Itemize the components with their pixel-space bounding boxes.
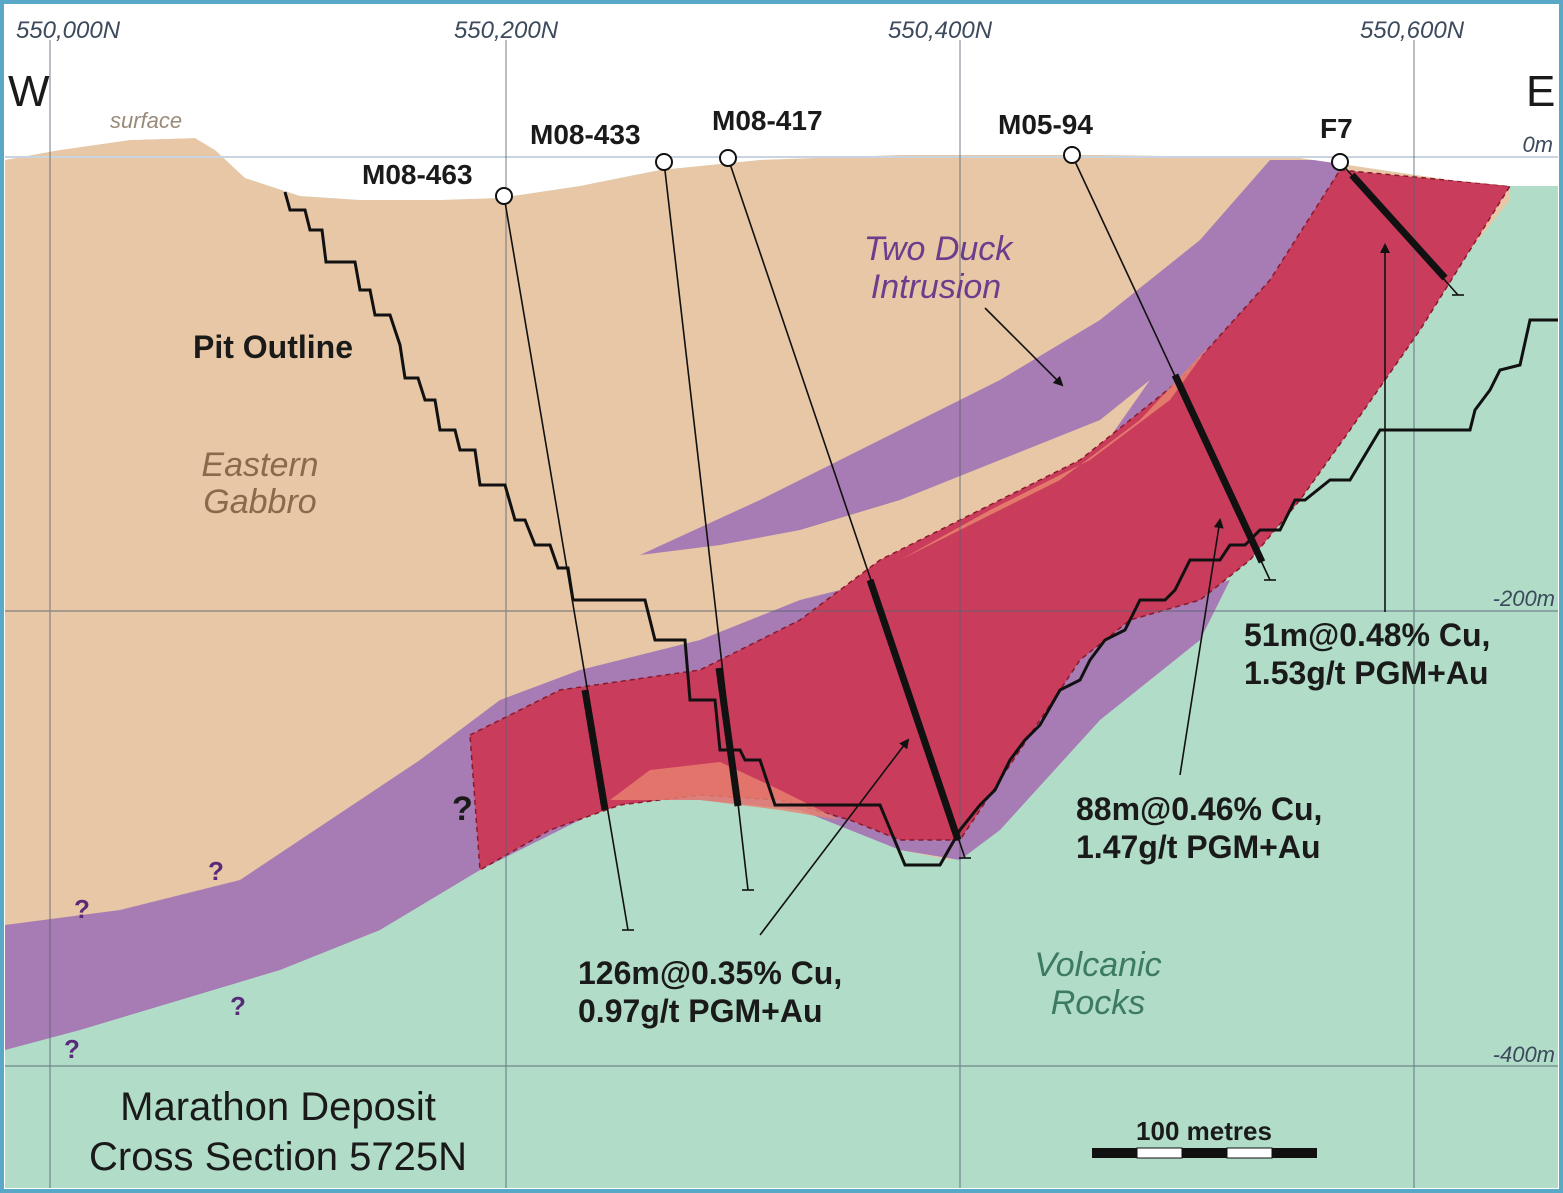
section-title-line1: Marathon Deposit — [120, 1085, 436, 1129]
drillhole-label-M08-463: M08-463 — [362, 159, 473, 190]
arrow-intercept-88m — [1179, 518, 1224, 776]
grid — [5, 40, 1558, 1188]
arrow-intercept-126m — [759, 738, 910, 936]
drillhole-label-M05-94: M05-94 — [998, 109, 1093, 140]
two-duck-intrusion-lower — [5, 170, 1360, 1050]
two-duck-label-1: Two Duck — [864, 230, 1015, 268]
sky — [5, 5, 1558, 200]
eastern-gabbro-label-1: Eastern — [201, 446, 318, 484]
scale-bar: 100 metres — [1092, 1116, 1317, 1159]
collar-M08-417 — [719, 149, 737, 167]
two-duck-label-2: Intrusion — [871, 268, 1001, 306]
depth-label-200m: -200m — [1493, 586, 1555, 611]
intercept-a-line1: 126m@0.35% Cu, — [578, 955, 842, 991]
drillholes — [503, 154, 1464, 931]
drillhole-intercept-M05-94 — [1171, 373, 1266, 564]
compass-west: W — [8, 67, 50, 116]
scale-bar-label: 100 metres — [1136, 1116, 1272, 1146]
arrow-two-duck — [984, 307, 1064, 387]
question-mark-2: ? — [74, 894, 90, 924]
scale-bar-seg-1 — [1092, 1148, 1137, 1158]
question-mark-4: ? — [64, 1034, 80, 1064]
compass-east: E — [1526, 67, 1555, 116]
collar-F7 — [1331, 153, 1349, 171]
leader-arrows — [759, 243, 1390, 936]
section-title-line2: Cross Section 5725N — [89, 1135, 467, 1179]
question-mark-ore: ? — [452, 790, 473, 828]
intercept-c-line1: 51m@0.48% Cu, — [1244, 617, 1490, 653]
collar-M05-94 — [1063, 146, 1081, 164]
depth-label-0m: 0m — [1522, 132, 1553, 157]
pit-outline — [283, 191, 1558, 867]
drillhole-intercept-M08-433 — [715, 667, 742, 807]
intercept-b-line1: 88m@0.46% Cu, — [1076, 791, 1322, 827]
scale-bar-seg-3 — [1182, 1148, 1227, 1158]
scale-bar-seg-5 — [1272, 1148, 1317, 1158]
easting-label-550600: 550,600N — [1360, 17, 1465, 44]
collar-M08-433 — [655, 153, 673, 171]
easting-label-550400: 550,400N — [888, 17, 993, 44]
drillhole-intercept-F7 — [1349, 172, 1448, 281]
drillhole-intercept-M08-463 — [581, 689, 609, 811]
eastern-gabbro-label-2: Gabbro — [203, 483, 316, 521]
drillhole-label-F7: F7 — [1320, 113, 1353, 144]
two-duck-intrusion-upper — [640, 160, 1360, 555]
intercept-b-line2: 1.47g/t PGM+Au — [1076, 829, 1321, 865]
volcanic-rocks-label-1: Volcanic — [1034, 946, 1161, 984]
easting-label-550200: 550,200N — [454, 17, 559, 44]
question-mark-1: ? — [208, 856, 224, 886]
drillhole-intercept-M08-417 — [866, 578, 962, 842]
pit-outline-label: Pit Outline — [193, 329, 353, 365]
intercept-a-line2: 0.97g/t PGM+Au — [578, 993, 823, 1029]
depth-label-400m: -400m — [1493, 1042, 1555, 1067]
intercept-c-line2: 1.53g/t PGM+Au — [1244, 655, 1489, 691]
question-mark-3: ? — [230, 991, 246, 1021]
scale-bar-seg-2 — [1136, 1147, 1183, 1159]
drillhole-label-M08-433: M08-433 — [530, 119, 641, 150]
volcanic-rocks-label-2: Rocks — [1051, 984, 1145, 1022]
collar-M08-463 — [495, 187, 513, 205]
drillhole-label-M08-417: M08-417 — [712, 105, 823, 136]
surface-label: surface — [110, 108, 182, 133]
scale-bar-seg-4 — [1226, 1147, 1273, 1159]
easting-label-550000: 550,000N — [16, 17, 121, 44]
collars — [495, 146, 1349, 205]
